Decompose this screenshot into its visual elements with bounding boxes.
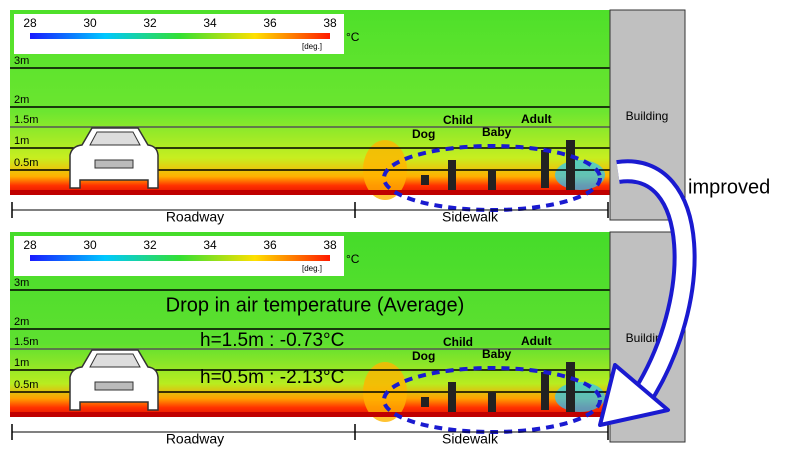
person-label: Dog xyxy=(412,127,435,141)
zone-label: Roadway xyxy=(166,209,224,225)
person xyxy=(541,150,549,188)
car-grille xyxy=(95,160,133,168)
person xyxy=(448,382,456,412)
colorbar-tick-label: 36 xyxy=(263,238,277,252)
height-label: 2m xyxy=(14,316,29,328)
colorbar-tick-label: 28 xyxy=(23,238,37,252)
ground xyxy=(10,190,610,195)
panel: 28 30 32 34 36 38 °C [deg.] 3m 2m 1.5m 1m 0.5m Dog Chi… xyxy=(10,232,685,447)
result-title: Drop in air temperature (Average) xyxy=(166,294,465,316)
adult-2 xyxy=(566,362,575,412)
panel: 28 30 32 34 36 38 °C [deg.] 3m 2m 1.5m 1m 0.5m Dog Chi… xyxy=(10,10,685,225)
person xyxy=(488,392,496,412)
result-line: h=0.5m : -2.13°C xyxy=(200,367,344,388)
ground xyxy=(10,412,610,417)
person xyxy=(421,175,429,185)
colorbar-tick-label: 36 xyxy=(263,16,277,30)
arrow-label: improved xyxy=(688,176,770,198)
person-label: Baby xyxy=(482,125,512,139)
height-label: 3m xyxy=(14,55,29,67)
colorbar-tick-label: 30 xyxy=(83,238,97,252)
colorbar-tick-label: 34 xyxy=(203,16,217,30)
height-label: 3m xyxy=(14,277,29,289)
person-label: Child xyxy=(443,335,473,349)
person xyxy=(541,372,549,410)
colorbar-tick-label: 28 xyxy=(23,16,37,30)
colorbar-label: [deg.] xyxy=(302,264,322,273)
person-label: Baby xyxy=(482,347,512,361)
zone-label: Roadway xyxy=(166,431,224,447)
car-window xyxy=(90,354,140,367)
adult-2 xyxy=(566,140,575,190)
zone-label: Sidewalk xyxy=(442,209,499,225)
colorbar-tick-label: 30 xyxy=(83,16,97,30)
person-label: Adult xyxy=(521,334,552,348)
height-label: 1m xyxy=(14,357,29,369)
building-label: Building xyxy=(626,109,669,123)
figure: 28 30 32 34 36 38 °C [deg.] 3m 2m 1.5m 1m 0.5m Dog Chi… xyxy=(0,0,811,459)
person-label: Adult xyxy=(521,112,552,126)
colorbar-tick-label: 32 xyxy=(143,238,157,252)
colorbar-unit: °C xyxy=(346,30,360,44)
colorbar-label: [deg.] xyxy=(302,42,322,51)
car-window xyxy=(90,132,140,145)
colorbar-tick-label: 38 xyxy=(323,16,337,30)
person-label: Dog xyxy=(412,349,435,363)
colorbar-tick-label: 34 xyxy=(203,238,217,252)
colorbar xyxy=(30,33,330,39)
height-label: 1.5m xyxy=(14,336,38,348)
person xyxy=(448,160,456,190)
height-label: 1m xyxy=(14,135,29,147)
colorbar-unit: °C xyxy=(346,252,360,266)
colorbar-tick-label: 38 xyxy=(323,238,337,252)
colorbar-tick-label: 32 xyxy=(143,16,157,30)
height-label: 1.5m xyxy=(14,114,38,126)
colorbar xyxy=(30,255,330,261)
zone-label: Sidewalk xyxy=(442,431,499,447)
height-label: 2m xyxy=(14,94,29,106)
person-label: Child xyxy=(443,113,473,127)
person xyxy=(421,397,429,407)
height-label: 0.5m xyxy=(14,157,38,169)
person xyxy=(488,170,496,190)
car-grille xyxy=(95,382,133,390)
height-label: 0.5m xyxy=(14,379,38,391)
result-line: h=1.5m : -0.73°C xyxy=(200,330,344,351)
